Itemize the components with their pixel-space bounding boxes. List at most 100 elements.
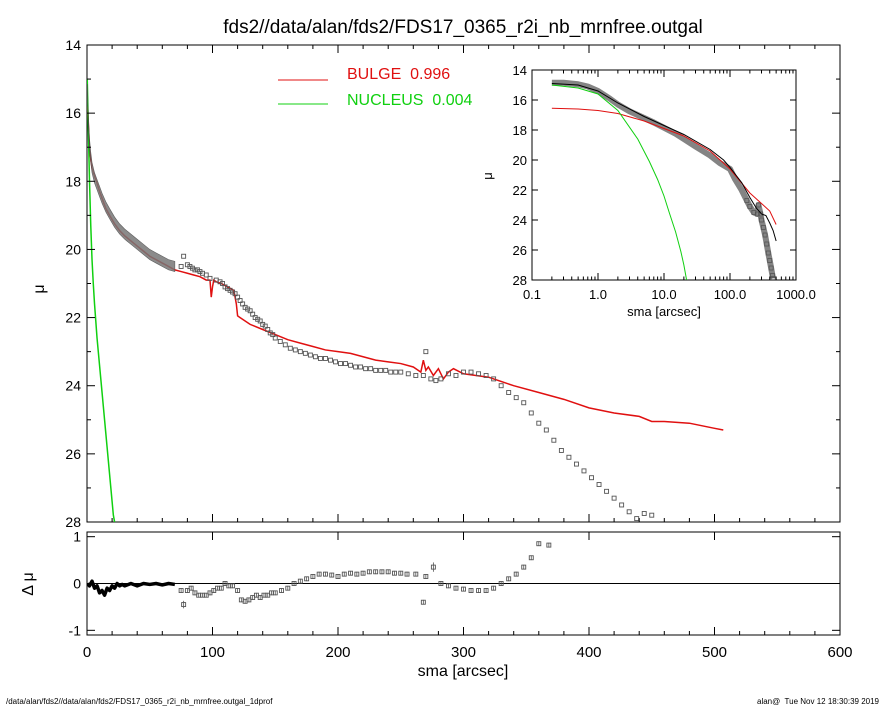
main-data-point [498,383,504,389]
inset-y-tick-label: 26 [513,243,527,258]
main-data-point [282,342,288,348]
residual-point [404,571,410,577]
main-data-point [373,367,379,373]
main-data-point [420,373,426,378]
inset-y-tick-label: 14 [513,63,527,78]
residual-point [392,570,397,576]
inset-data-point [764,241,770,247]
main-y-axis: 14 16 18 20 22 24 26 28 [65,37,841,530]
residual-point [546,542,552,548]
residual-point [461,586,466,592]
residual-point [178,588,184,593]
residual-point [329,572,335,578]
inset-y-tick-label: 24 [513,213,527,228]
main-data-point [611,495,617,501]
main-data-point [257,318,263,324]
inset-data-point [765,250,771,256]
main-data-point [247,308,253,314]
inset-data-point [759,217,764,223]
main-data-point [272,335,278,341]
inset-marks [551,79,777,280]
residual-panel: 10-1 0 100 200 300 400 500 600 Δ μ sma [arcsec… [20,529,853,680]
main-data-point [423,349,429,355]
residual-point [366,569,372,575]
main-data-point [393,369,399,375]
main-data-point [328,357,333,363]
main-data-point [468,369,474,375]
residual-point [373,569,379,575]
inset-x-axis: 0.1 1.0 10.0 100.0 1000.0 [523,70,816,302]
residual-point [453,585,459,591]
residual-point [272,590,278,596]
residual-point [423,574,429,579]
residual-point [297,578,303,584]
main-data-point [398,369,404,375]
residual-x-tick-label: 400 [576,644,601,661]
main-data-point [566,454,572,460]
residual-point [385,569,391,575]
inset-y-tick-label: 28 [513,273,527,288]
residual-point [279,588,284,593]
main-data-point [558,448,564,453]
main-data-point [317,356,323,361]
main-data-point [649,512,655,518]
residual-point [285,585,291,591]
main-data-point [178,264,184,269]
inset-data-point [768,265,774,271]
residual-point [354,571,360,577]
nucleus-line [87,79,116,522]
main-data-point [453,373,459,378]
main-data-point [405,371,411,377]
main-data-point [383,367,389,373]
residual-point [291,581,297,586]
main-y-tick-label: 24 [65,378,81,394]
inset-panel: 14 16 18 20 22 24 26 28 0.1 1.0 10.0 100.0 1000.0 μ… [480,63,816,319]
main-data-point [338,361,343,367]
main-ylabel: μ [31,284,48,293]
inset-total-line [551,83,777,242]
inset-x-tick-label: 1000.0 [776,287,816,302]
inset-x-tick-label: 100.0 [714,287,747,302]
legend-nucleus-label: NUCLEUS 0.004 [347,92,472,109]
inset-data-point [760,225,766,230]
main-data-point [506,390,512,395]
inset-y-tick-label: 20 [513,153,527,168]
main-data-point [297,349,303,355]
main-data-point [235,294,241,300]
main-data-point [619,502,625,508]
main-data-point [589,475,594,481]
residual-x-tick-label: 600 [827,644,852,661]
residual-ylabel: Δ μ [20,572,37,595]
main-data-point [641,511,647,516]
main-data-point [368,366,374,372]
residual-point [438,581,444,586]
legend-bulge-label: BULGE 0.996 [347,66,450,83]
inset-ylabel: μ [480,172,495,180]
main-y-tick-label: 22 [65,310,81,326]
residual-y-tick-label: -1 [69,622,82,638]
main-data-point [604,488,610,494]
main-y-tick-label: 28 [65,514,81,530]
main-data-point [262,323,268,329]
residual-y-axis: 1 0 -1 [69,529,840,638]
main-data-point [461,369,466,375]
main-data-point [388,369,394,375]
main-data-point [543,427,549,433]
main-data-point [348,362,353,368]
inset-y-tick-label: 18 [513,123,527,138]
residual-point [498,581,504,586]
inset-data-point [770,273,775,278]
main-data-point [203,272,209,278]
main-data-point [528,410,534,416]
main-marks [87,79,724,522]
residual-point [430,564,436,570]
residual-point [181,602,187,608]
residual-point [341,571,347,577]
residual-point [230,583,236,589]
main-data-point [237,298,243,303]
main-data-point [581,468,587,474]
main-data-point [250,311,256,317]
inset-data-point [747,204,753,209]
inset-nucleus-line [551,84,688,280]
